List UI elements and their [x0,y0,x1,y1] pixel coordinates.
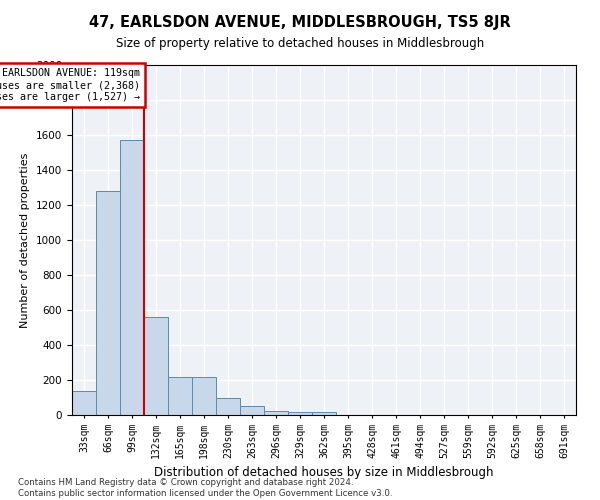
Text: Size of property relative to detached houses in Middlesbrough: Size of property relative to detached ho… [116,38,484,51]
Y-axis label: Number of detached properties: Number of detached properties [20,152,31,328]
Bar [144,317,168,415]
Bar [72,390,96,415]
Bar [312,412,336,415]
Bar [264,410,288,415]
Bar [120,140,144,415]
Text: Contains HM Land Registry data © Crown copyright and database right 2024.
Contai: Contains HM Land Registry data © Crown c… [18,478,392,498]
Bar [240,406,264,415]
Bar [168,376,192,415]
Bar [192,376,216,415]
X-axis label: Distribution of detached houses by size in Middlesbrough: Distribution of detached houses by size … [154,466,494,479]
Bar [96,191,120,415]
Bar [288,412,312,415]
Text: 47, EARLSDON AVENUE, MIDDLESBROUGH, TS5 8JR: 47, EARLSDON AVENUE, MIDDLESBROUGH, TS5 … [89,15,511,30]
Text: 47 EARLSDON AVENUE: 119sqm
← 60% of detached houses are smaller (2,368)
39% of s: 47 EARLSDON AVENUE: 119sqm ← 60% of deta… [0,68,140,102]
Bar [216,398,240,415]
